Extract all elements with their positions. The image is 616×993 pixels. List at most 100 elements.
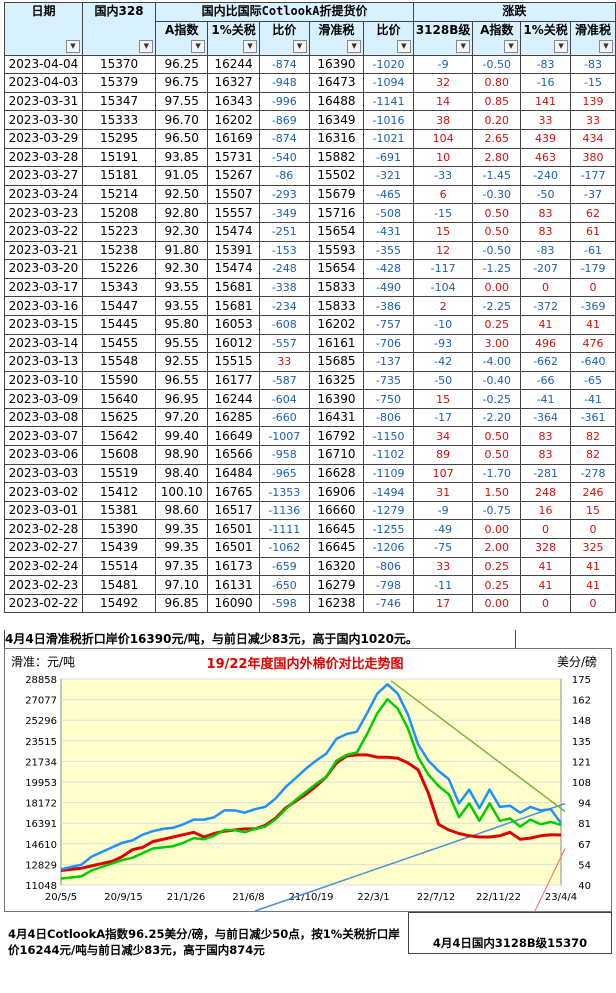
table-cell: -49 bbox=[412, 519, 474, 540]
table-cell: 16053 bbox=[207, 314, 261, 335]
table-cell: 16343 bbox=[207, 91, 261, 112]
note-sliding-tax: 4月4日滑准税折口岸价16390元/吨，与前日减少83元，高于国内1020元。 bbox=[4, 630, 516, 649]
table-cell: 15412 bbox=[81, 482, 157, 502]
table-cell: 96.25 bbox=[155, 54, 209, 75]
table-cell: 96.50 bbox=[155, 128, 209, 149]
filter-dropdown-icon[interactable]: ▼ bbox=[599, 39, 613, 53]
table-cell: -1.25 bbox=[472, 259, 522, 279]
table-cell: -2.20 bbox=[472, 407, 522, 428]
table-cell: 0 bbox=[570, 593, 616, 614]
table-cell: 141 bbox=[520, 91, 572, 112]
col-header-tariff-chg: 1%关税 ▼ bbox=[520, 20, 572, 56]
table-cell: 0 bbox=[570, 519, 616, 540]
table-cell: 15181 bbox=[81, 166, 157, 186]
table-cell: -50 bbox=[412, 370, 474, 391]
table-cell: 92.30 bbox=[155, 221, 209, 242]
x-tick: 20/5/5 bbox=[45, 892, 77, 903]
filter-dropdown-icon[interactable]: ▼ bbox=[347, 39, 362, 53]
filter-dropdown-icon[interactable]: ▼ bbox=[65, 39, 80, 53]
table-cell: -1094 bbox=[363, 73, 414, 93]
table-row: 2023-03-13 15548 92.55 15515 33 15685 -137 -42-… bbox=[4, 352, 616, 372]
table-cell: 16390 bbox=[308, 389, 365, 409]
y-tick-right: 148 bbox=[572, 716, 591, 727]
table-cell: 15557 bbox=[207, 203, 261, 223]
table-cell: 10 bbox=[412, 147, 474, 168]
table-cell: -10 bbox=[412, 314, 474, 335]
table-cell: 15515 bbox=[207, 352, 261, 372]
table-cell: -540 bbox=[259, 147, 310, 168]
filter-dropdown-icon[interactable]: ▼ bbox=[292, 39, 307, 53]
x-tick: 22/3/1 bbox=[357, 892, 389, 903]
table-cell: -660 bbox=[259, 407, 310, 428]
filter-dropdown-icon[interactable]: ▼ bbox=[396, 39, 411, 53]
table-cell: 15 bbox=[570, 500, 616, 521]
table-cell: 15642 bbox=[81, 426, 157, 447]
table-cell: 139 bbox=[570, 91, 616, 112]
table-cell: 15679 bbox=[308, 184, 365, 205]
table-cell: 97.20 bbox=[155, 407, 209, 428]
y-tick-left: 27077 bbox=[25, 696, 57, 707]
table-cell: 16765 bbox=[207, 482, 261, 502]
table-cell: 15379 bbox=[81, 73, 157, 93]
table-cell: 15502 bbox=[308, 166, 365, 186]
table-row: 2023-03-24 15214 92.50 15507 -293 15679 -465 6-… bbox=[4, 184, 616, 205]
table-cell: 0.50 bbox=[472, 203, 522, 223]
table-cell: 96.55 bbox=[155, 370, 209, 391]
filter-dropdown-icon[interactable]: ▼ bbox=[243, 39, 258, 53]
table-cell: 41 bbox=[520, 314, 572, 335]
table-cell: -361 bbox=[570, 407, 616, 428]
table-cell: 16238 bbox=[308, 593, 365, 614]
table-cell: 380 bbox=[570, 147, 616, 168]
table-cell: 15654 bbox=[308, 221, 365, 242]
table-row: 2023-03-29 15295 96.50 16169 -874 16316 -1021 1… bbox=[4, 128, 616, 149]
table-cell: 15445 bbox=[81, 314, 157, 335]
table-cell: 2023-02-28 bbox=[4, 519, 83, 540]
table-cell: -1353 bbox=[259, 482, 310, 502]
table-cell: 16645 bbox=[308, 538, 365, 558]
table-cell: -750 bbox=[363, 389, 414, 409]
table-cell: -1020 bbox=[363, 54, 414, 75]
y-axis-label-right: 美分/磅 bbox=[557, 654, 597, 669]
table-cell: 15191 bbox=[81, 147, 157, 168]
table-cell: -798 bbox=[363, 575, 414, 595]
table-cell: 15 bbox=[412, 389, 474, 409]
filter-dropdown-icon[interactable]: ▼ bbox=[456, 39, 471, 53]
filter-dropdown-icon[interactable]: ▼ bbox=[191, 39, 206, 53]
table-cell: 1.50 bbox=[472, 482, 522, 502]
table-cell: 83 bbox=[520, 203, 572, 223]
filter-dropdown-icon[interactable]: ▼ bbox=[139, 39, 154, 53]
table-cell: -355 bbox=[363, 240, 414, 261]
table-cell: -234 bbox=[259, 296, 310, 316]
y-tick-left: 21734 bbox=[25, 757, 57, 768]
table-cell: 95.80 bbox=[155, 314, 209, 335]
table-cell: 61 bbox=[570, 221, 616, 242]
table-cell: 16390 bbox=[308, 54, 365, 75]
table-row: 2023-03-22 15223 92.30 15474 -251 15654 -431 15… bbox=[4, 221, 616, 242]
table-cell: 328 bbox=[520, 538, 572, 558]
filter-dropdown-icon[interactable]: ▼ bbox=[554, 39, 569, 53]
chart-svg: 28858 27077 25296 23515 21734 19953 18172 16391… bbox=[11, 654, 597, 912]
table-cell: -996 bbox=[259, 91, 310, 112]
table-cell: -251 bbox=[259, 221, 310, 242]
table-cell: 15347 bbox=[81, 91, 157, 112]
table-row: 2023-03-10 15590 96.55 16177 -587 16325 -735 -5… bbox=[4, 370, 616, 391]
table-cell: -50 bbox=[520, 184, 572, 205]
table-cell: 2023-03-22 bbox=[4, 221, 83, 242]
table-cell: 16325 bbox=[308, 370, 365, 391]
table-cell: 97.55 bbox=[155, 91, 209, 112]
table-cell: -364 bbox=[520, 407, 572, 428]
table-cell: 16484 bbox=[207, 463, 261, 484]
table-cell: 2023-02-22 bbox=[4, 593, 83, 614]
table-cell: 15214 bbox=[81, 184, 157, 205]
table-cell: 93.85 bbox=[155, 147, 209, 168]
table-cell: 107 bbox=[412, 463, 474, 484]
table-cell: 16090 bbox=[207, 593, 261, 614]
table-cell: 2023-03-17 bbox=[4, 277, 83, 298]
table-cell: -41 bbox=[520, 389, 572, 409]
y-tick-left: 23515 bbox=[25, 737, 57, 748]
table-cell: 82 bbox=[570, 445, 616, 465]
table-cell: 16906 bbox=[308, 482, 365, 502]
filter-dropdown-icon[interactable]: ▼ bbox=[504, 39, 519, 53]
table-cell: 16012 bbox=[207, 333, 261, 354]
series-line-1 bbox=[60, 698, 562, 880]
